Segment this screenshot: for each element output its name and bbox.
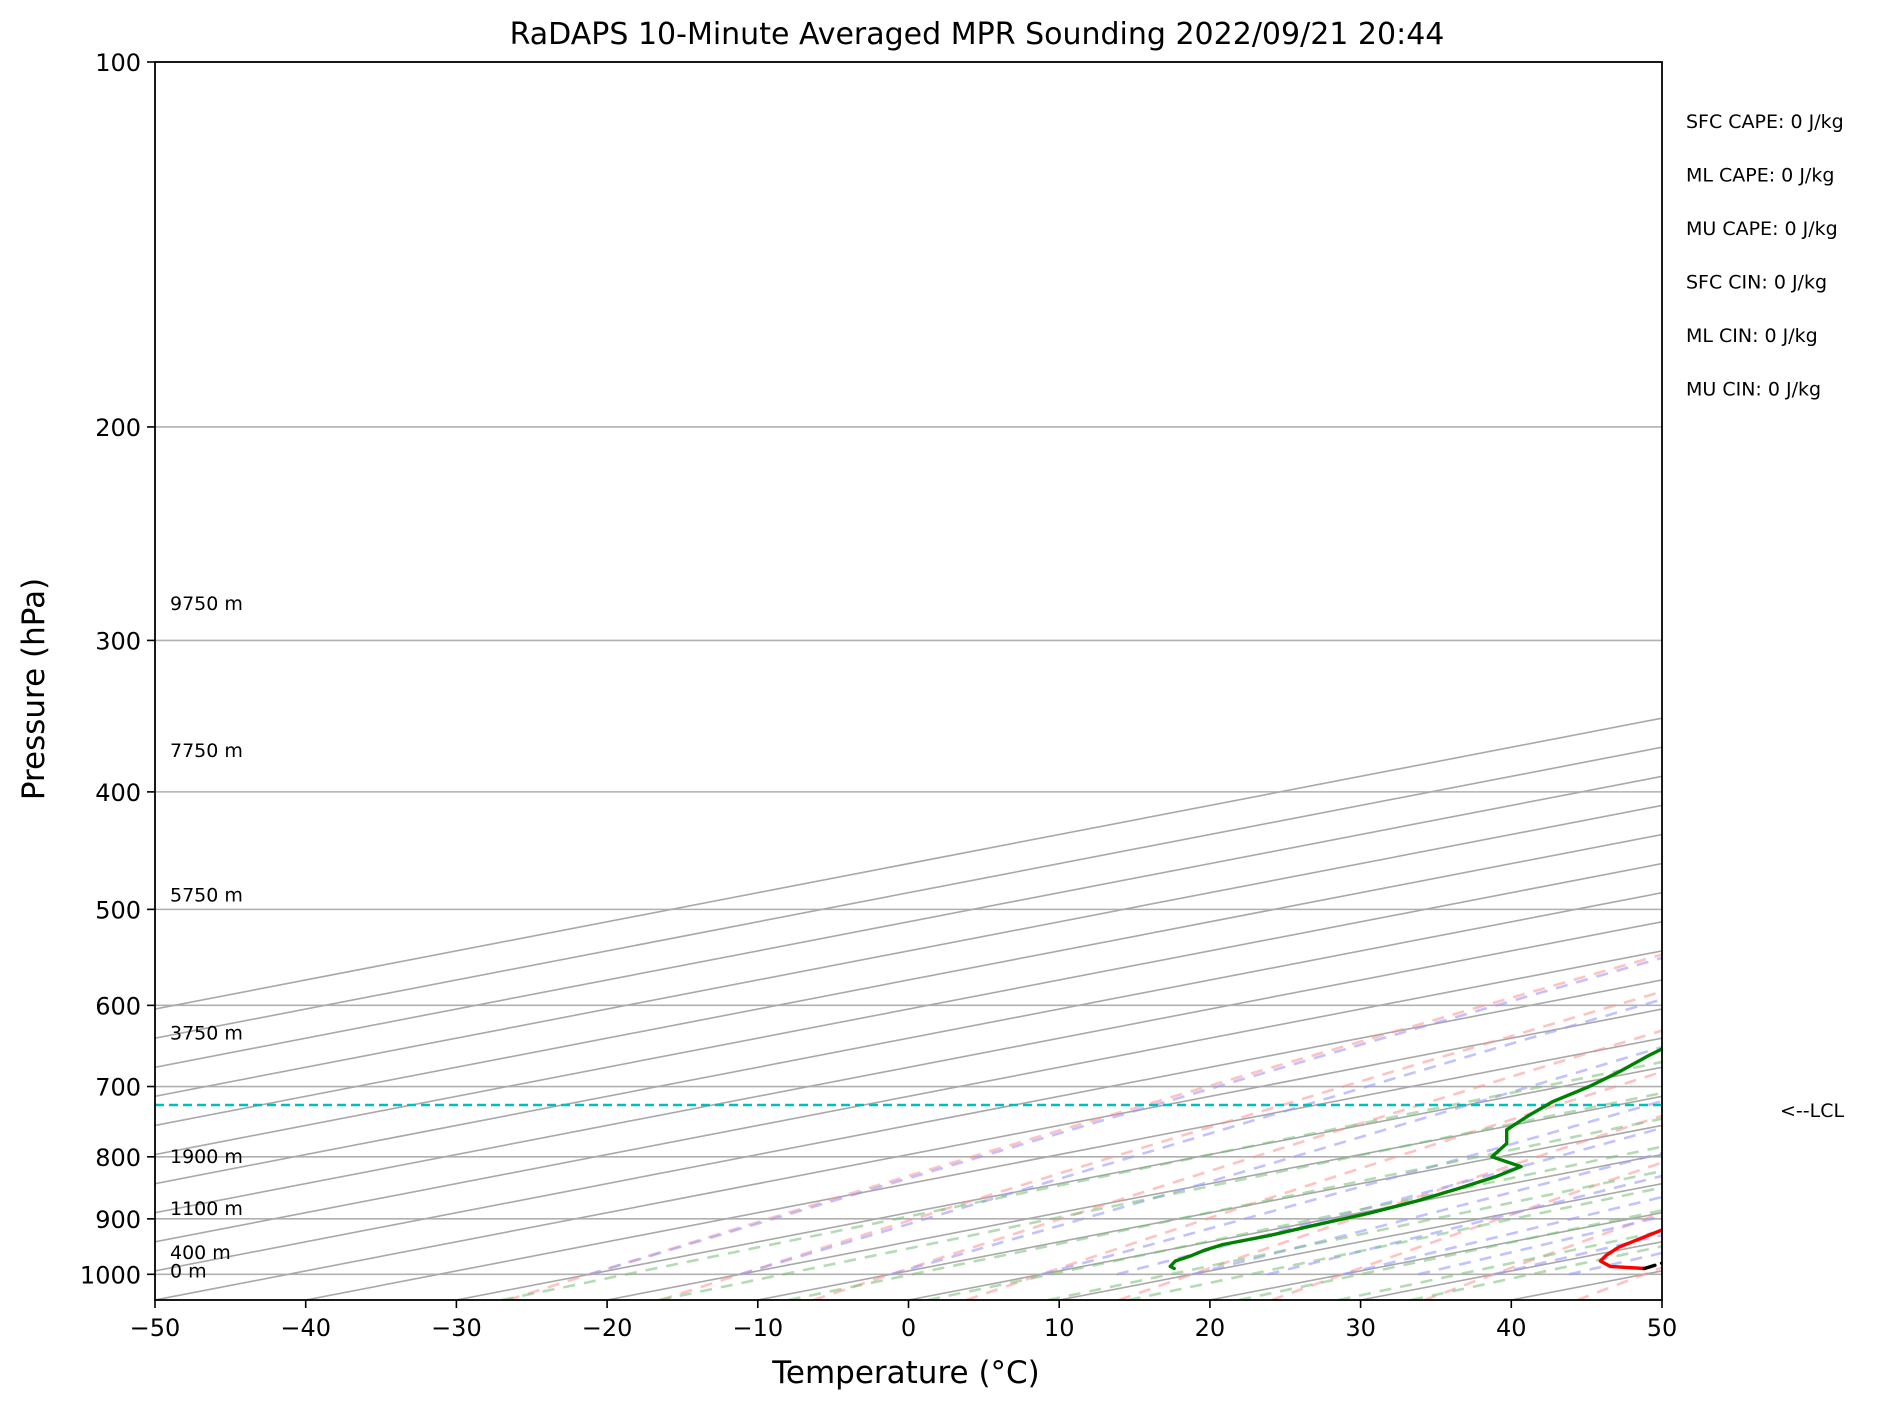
- y-tick-label: 400: [95, 779, 141, 807]
- x-tick-label: 10: [1044, 1314, 1075, 1342]
- index-label: ML CAPE: 0 J/kg: [1686, 165, 1834, 187]
- x-tick-label: 20: [1195, 1314, 1226, 1342]
- dry-adiabat-line: [813, 1029, 1662, 1300]
- x-tick-label: 0: [901, 1314, 916, 1342]
- isotherm-line: [155, 891, 1662, 1185]
- mixing-ratio-line: [927, 1145, 1662, 1300]
- x-axis-label: Temperature (°C): [771, 1355, 1040, 1391]
- moist-adiabat-line: [739, 997, 1662, 1276]
- height-label: 400 m: [170, 1242, 231, 1264]
- y-tick-label: 500: [95, 896, 141, 924]
- height-label: 1100 m: [170, 1198, 243, 1220]
- index-label: SFC CAPE: 0 J/kg: [1686, 111, 1844, 133]
- y-tick-label: 200: [95, 414, 141, 442]
- index-label: MU CIN: 0 J/kg: [1686, 379, 1821, 401]
- moist-adiabat-line: [1191, 1151, 1662, 1276]
- isotherm-line: [155, 979, 1662, 1272]
- height-label: 9750 m: [170, 593, 243, 615]
- x-tick-label: 40: [1496, 1314, 1527, 1342]
- x-tick-label: −30: [431, 1314, 482, 1342]
- height-label: 3750 m: [170, 1023, 243, 1045]
- y-tick-label: 100: [95, 49, 141, 77]
- mixing-ratio-line: [1238, 1209, 1662, 1300]
- x-tick-label: −40: [280, 1314, 331, 1342]
- mixing-ratio-line: [1128, 1186, 1662, 1300]
- x-tick-label: 50: [1647, 1314, 1678, 1342]
- chart-title: RaDAPS 10-Minute Averaged MPR Sounding 2…: [510, 17, 1445, 52]
- moist-adiabat-line: [890, 1045, 1662, 1276]
- isotherm-line: [305, 1037, 1662, 1300]
- isotherm-line: [155, 950, 1662, 1243]
- mixing-ratio-line: [658, 1091, 1662, 1300]
- index-label: MU CAPE: 0 J/kg: [1686, 218, 1838, 240]
- moist-adiabat-line: [1041, 1099, 1662, 1276]
- mixing-ratio-line: [1410, 1245, 1662, 1300]
- height-label: 0 m: [170, 1261, 207, 1283]
- x-tick-label: −10: [732, 1314, 783, 1342]
- x-tick-label: −20: [582, 1314, 633, 1342]
- height-label: 7750 m: [170, 740, 243, 762]
- dewpoint-line: [1168, 1047, 1662, 1271]
- isotherm-line: [155, 920, 1662, 1214]
- height-label: 1900 m: [170, 1146, 243, 1168]
- height-label: 5750 m: [170, 884, 243, 906]
- isotherm-line: [155, 833, 1662, 1127]
- index-label: ML CIN: 0 J/kg: [1686, 325, 1818, 347]
- dry-adiabat-line: [965, 1070, 1662, 1300]
- x-tick-label: −50: [130, 1314, 181, 1342]
- mixing-ratio-line: [1338, 1229, 1662, 1300]
- y-tick-label: 300: [95, 627, 141, 655]
- moist-adiabat-line: [589, 956, 1662, 1276]
- lcl-label: <--LCL: [1780, 1100, 1844, 1122]
- x-tick-label: 30: [1345, 1314, 1376, 1342]
- y-tick-label: 600: [95, 992, 141, 1020]
- y-tick-label: 900: [95, 1206, 141, 1234]
- series-layer: [155, 1047, 1662, 1271]
- isotherm-line: [155, 862, 1662, 1156]
- background-lines: [155, 62, 1662, 1300]
- mixing-ratio-line: [1047, 1169, 1662, 1300]
- y-tick-label: 1000: [80, 1261, 141, 1289]
- axes-layer: [147, 61, 1663, 1308]
- y-tick-label: 700: [95, 1074, 141, 1102]
- labels-layer: −50 −40 −30 −20 −10 0 10 20 30 40 50 100 200 300 400 50…: [80, 49, 1845, 1342]
- y-axis-label: Pressure (hPa): [16, 578, 52, 800]
- index-label: SFC CIN: 0 J/kg: [1686, 272, 1827, 294]
- isotherm-line: [155, 1008, 1662, 1300]
- isotherm-line: [456, 1066, 1662, 1300]
- y-tick-label: 800: [95, 1144, 141, 1172]
- isotherm-line: [155, 804, 1662, 1098]
